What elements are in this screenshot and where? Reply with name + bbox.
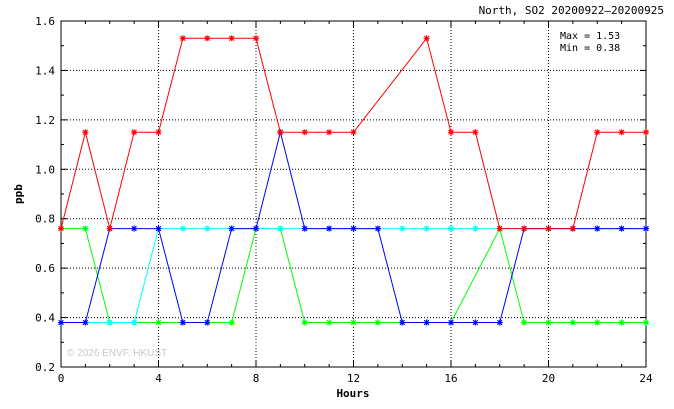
series-group bbox=[58, 35, 649, 326]
data-point bbox=[643, 225, 649, 232]
min-annotation: Min = 0.38 bbox=[560, 43, 620, 54]
x-tick-label: 0 bbox=[58, 372, 65, 385]
y-tick-label: 0.2 bbox=[35, 361, 55, 374]
data-point bbox=[253, 225, 259, 232]
data-point bbox=[277, 225, 284, 232]
data-point bbox=[350, 319, 357, 326]
max-annotation: Max = 1.53 bbox=[560, 31, 620, 42]
data-point bbox=[423, 225, 430, 232]
data-point bbox=[594, 319, 601, 326]
data-point bbox=[277, 129, 284, 136]
data-point bbox=[399, 319, 406, 326]
y-tick-label: 1.2 bbox=[35, 114, 55, 127]
data-point bbox=[179, 35, 186, 42]
data-point bbox=[374, 319, 381, 326]
data-point bbox=[131, 129, 138, 136]
data-point bbox=[423, 319, 430, 326]
x-tick-label: 20 bbox=[542, 372, 555, 385]
data-point bbox=[131, 319, 138, 326]
data-point bbox=[472, 225, 479, 232]
data-point bbox=[204, 35, 211, 42]
data-point bbox=[82, 225, 89, 232]
data-point bbox=[618, 129, 625, 136]
data-point bbox=[569, 225, 576, 232]
data-point bbox=[350, 225, 357, 232]
data-point bbox=[350, 129, 357, 136]
y-tick-label: 0.6 bbox=[35, 262, 55, 275]
data-point bbox=[82, 319, 89, 326]
data-point bbox=[155, 129, 162, 136]
data-point bbox=[58, 319, 64, 326]
x-tick-label: 12 bbox=[347, 372, 360, 385]
series-line bbox=[61, 228, 646, 324]
data-point bbox=[106, 225, 113, 232]
data-point bbox=[423, 35, 430, 42]
y-axis-label: ppb bbox=[12, 184, 25, 204]
data-point bbox=[472, 129, 479, 136]
grid bbox=[61, 21, 646, 367]
data-point bbox=[594, 129, 601, 136]
y-tick-labels: 0.2 0.4 0.6 0.8 1.0 1.2 1.4 1.6 bbox=[35, 15, 55, 374]
data-point bbox=[448, 319, 454, 326]
data-point bbox=[399, 225, 406, 232]
data-point bbox=[521, 319, 528, 326]
data-point bbox=[228, 225, 235, 232]
data-point bbox=[374, 225, 381, 232]
chart-title: North, SO2 20200922–20200925 bbox=[479, 4, 664, 17]
data-point bbox=[643, 129, 649, 136]
data-point bbox=[155, 319, 162, 326]
data-point bbox=[228, 35, 235, 42]
data-point bbox=[496, 319, 503, 326]
data-point bbox=[618, 225, 625, 232]
y-tick-label: 1.6 bbox=[35, 15, 55, 28]
data-point bbox=[253, 35, 259, 42]
data-point bbox=[131, 225, 138, 232]
data-point bbox=[545, 319, 552, 326]
x-tick-label: 4 bbox=[155, 372, 162, 385]
watermark: © 2026 ENVF, HKUST bbox=[67, 348, 167, 359]
data-point bbox=[58, 225, 64, 232]
data-point bbox=[204, 225, 211, 232]
series-3 bbox=[58, 129, 649, 326]
data-point bbox=[301, 225, 308, 232]
data-point bbox=[106, 319, 113, 326]
data-point bbox=[618, 319, 625, 326]
y-tick-label: 0.8 bbox=[35, 213, 55, 226]
x-tick-labels: 0 4 8 12 16 20 24 bbox=[58, 372, 653, 385]
data-point bbox=[301, 129, 308, 136]
data-point bbox=[448, 129, 454, 136]
y-tick-label: 1.0 bbox=[35, 163, 55, 176]
x-tick-label: 24 bbox=[639, 372, 653, 385]
axis-ticks bbox=[60, 20, 647, 368]
series-4 bbox=[58, 35, 649, 232]
data-point bbox=[643, 319, 649, 326]
data-point bbox=[228, 319, 235, 326]
data-point bbox=[472, 319, 479, 326]
data-point bbox=[594, 225, 601, 232]
data-point bbox=[179, 319, 186, 326]
x-tick-label: 16 bbox=[444, 372, 457, 385]
data-point bbox=[155, 225, 162, 232]
data-point bbox=[326, 319, 333, 326]
data-point bbox=[204, 319, 211, 326]
data-point bbox=[448, 225, 454, 232]
data-point bbox=[82, 129, 89, 136]
data-point bbox=[569, 319, 576, 326]
series-line bbox=[61, 227, 646, 324]
x-tick-label: 8 bbox=[253, 372, 260, 385]
data-point bbox=[326, 129, 333, 136]
data-point bbox=[326, 225, 333, 232]
data-point bbox=[521, 225, 528, 232]
data-point bbox=[179, 225, 186, 232]
data-point bbox=[496, 225, 503, 232]
y-tick-label: 0.4 bbox=[35, 312, 55, 325]
data-point bbox=[545, 225, 552, 232]
x-axis-label: Hours bbox=[336, 387, 369, 400]
y-tick-label: 1.4 bbox=[35, 64, 55, 77]
data-point bbox=[301, 319, 308, 326]
